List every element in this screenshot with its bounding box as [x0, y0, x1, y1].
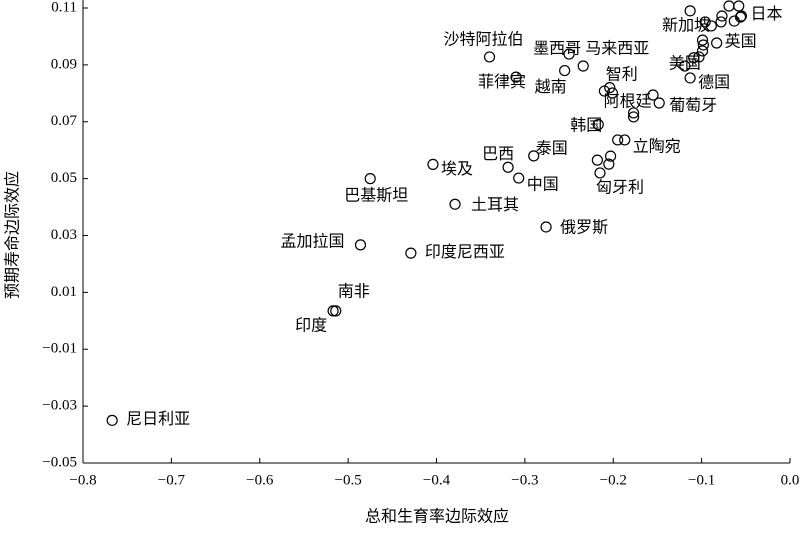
- point: [559, 64, 571, 77]
- point-label: 立陶宛: [633, 138, 681, 156]
- point: [106, 414, 118, 426]
- point-label: 智利: [606, 65, 638, 83]
- point: [598, 85, 611, 97]
- point-label: 马来西亚: [585, 40, 649, 58]
- point: [563, 48, 575, 60]
- point-label: 印度尼西亚: [425, 243, 505, 261]
- point: [591, 154, 603, 166]
- x-tick-label: −0.7: [158, 472, 186, 488]
- point: [540, 221, 552, 233]
- point: [364, 173, 376, 185]
- point: [684, 72, 696, 84]
- x-tick-label: −0.4: [423, 472, 451, 488]
- point: [627, 107, 640, 119]
- point-label: 葡萄牙: [669, 97, 717, 115]
- point: [449, 198, 461, 210]
- point-label: 尼日利亚: [126, 410, 190, 428]
- point: [327, 305, 339, 317]
- point: [427, 158, 439, 171]
- point: [696, 34, 709, 46]
- point: [604, 150, 617, 162]
- y-tick-label: 0.09: [51, 56, 77, 72]
- point: [606, 87, 618, 99]
- point: [715, 16, 727, 28]
- point-label: 埃及: [441, 160, 473, 178]
- point: [510, 71, 522, 83]
- x-tick-label: −0.5: [335, 472, 362, 488]
- x-tick-label: −0.2: [600, 472, 627, 488]
- point: [733, 0, 745, 12]
- point: [647, 89, 659, 101]
- point-label: 阿根廷: [604, 93, 652, 111]
- point: [697, 39, 709, 51]
- point: [627, 111, 640, 123]
- point: [723, 0, 735, 12]
- x-tick-label: −0.6: [246, 472, 274, 488]
- point: [603, 158, 615, 170]
- point: [734, 11, 747, 23]
- point: [483, 51, 496, 63]
- point: [716, 10, 728, 22]
- point-label: 印度: [295, 317, 327, 335]
- point-label: 南非: [338, 283, 370, 301]
- point: [711, 37, 723, 49]
- y-axis-label: 预期寿命边际效应: [3, 171, 22, 299]
- y-tick-label: 0.07: [51, 113, 78, 129]
- point: [577, 60, 589, 72]
- point-label: 韩国: [570, 116, 602, 134]
- point: [592, 118, 604, 131]
- y-tick-label: −0.03: [42, 398, 77, 414]
- point-label: 美国: [669, 55, 701, 73]
- point-label: 沙特阿拉伯: [444, 31, 524, 49]
- point-label: 菲律宾: [478, 73, 526, 91]
- point-label: 俄罗斯: [560, 219, 608, 237]
- point: [594, 167, 606, 179]
- point-label: 巴西: [482, 146, 514, 163]
- point: [684, 5, 696, 17]
- x-axis-label: 总和生育率边际效应: [365, 507, 509, 526]
- point: [679, 60, 691, 72]
- point: [405, 247, 417, 259]
- x-tick-label: −0.1: [688, 472, 715, 488]
- point: [735, 10, 747, 22]
- y-tick-label: 0.05: [51, 170, 77, 186]
- point: [688, 52, 700, 64]
- y-tick-label: −0.01: [42, 341, 77, 357]
- point-label: 匈牙利: [596, 179, 644, 197]
- point: [354, 239, 367, 251]
- point: [653, 97, 665, 109]
- point-label: 德国: [698, 74, 730, 92]
- point: [619, 134, 631, 146]
- point: [696, 45, 709, 57]
- point: [612, 134, 624, 146]
- y-tick-label: 0.03: [51, 227, 77, 243]
- point-label: 孟加拉国: [280, 233, 344, 251]
- point-label: 墨西哥: [533, 41, 581, 58]
- y-tick-label: 0.11: [51, 0, 77, 15]
- x-tick-label: 0.0: [781, 472, 800, 488]
- y-tick-label: 0.01: [51, 284, 77, 300]
- point-label: 中国: [527, 176, 559, 194]
- point-label: 新加坡: [662, 17, 710, 35]
- y-tick-label: −0.05: [42, 454, 77, 470]
- x-tick-label: −0.3: [511, 472, 538, 488]
- point-label: 日本: [751, 5, 783, 23]
- point: [330, 305, 342, 317]
- point-label: 巴基斯坦: [344, 186, 408, 204]
- point: [502, 161, 514, 173]
- point-label: 土耳其: [471, 196, 519, 214]
- point: [528, 150, 540, 162]
- x-tick-label: −0.8: [69, 472, 96, 488]
- point: [513, 172, 525, 184]
- point-label: 越南: [535, 78, 567, 96]
- point: [699, 16, 711, 28]
- point: [693, 51, 705, 63]
- point-label: 泰国: [536, 140, 568, 158]
- point: [705, 20, 717, 32]
- point-label: 英国: [725, 33, 757, 51]
